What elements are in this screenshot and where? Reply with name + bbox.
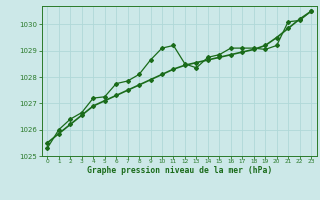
- X-axis label: Graphe pression niveau de la mer (hPa): Graphe pression niveau de la mer (hPa): [87, 166, 272, 175]
